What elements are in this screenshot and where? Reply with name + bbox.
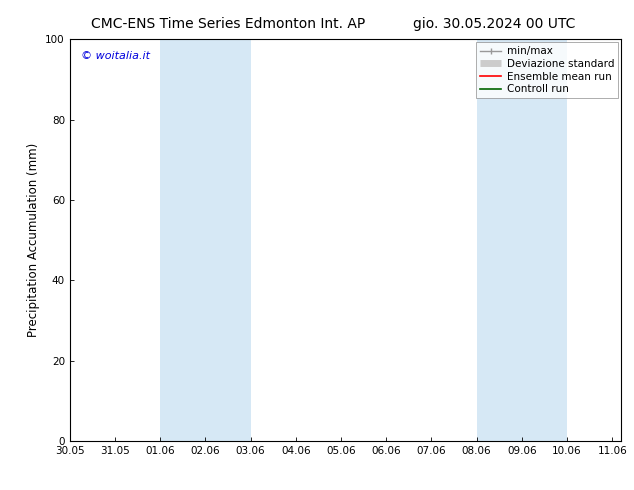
Y-axis label: Precipitation Accumulation (mm): Precipitation Accumulation (mm)	[27, 143, 40, 337]
Text: CMC-ENS Time Series Edmonton Int. AP: CMC-ENS Time Series Edmonton Int. AP	[91, 17, 365, 31]
Text: gio. 30.05.2024 00 UTC: gio. 30.05.2024 00 UTC	[413, 17, 576, 31]
Bar	[160, 39, 250, 441]
Text: © woitalia.it: © woitalia.it	[81, 51, 150, 61]
Legend: min/max, Deviazione standard, Ensemble mean run, Controll run: min/max, Deviazione standard, Ensemble m…	[476, 42, 618, 98]
Bar	[477, 39, 567, 441]
